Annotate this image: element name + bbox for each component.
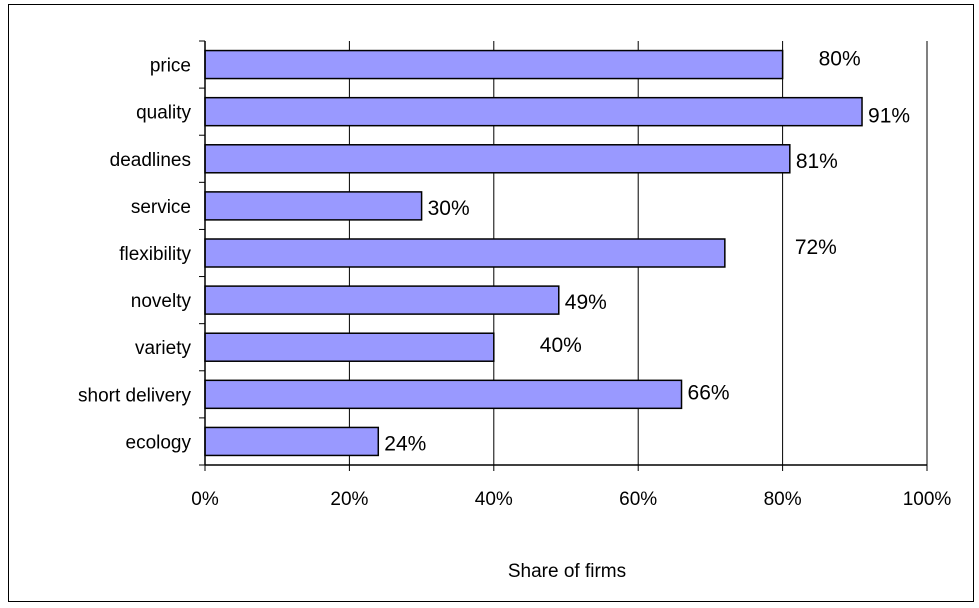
data-label: 30% [428, 197, 470, 220]
x-tick-label: 20% [330, 489, 368, 510]
bar [204, 426, 380, 457]
data-label: 66% [688, 381, 730, 404]
x-tick-label: 0% [191, 489, 219, 510]
labels: price 80% quality 91% deadlines 81% service 30%… [78, 48, 951, 510]
bar [204, 191, 423, 221]
category-label: deadlines [110, 150, 191, 171]
x-tick-label: 100% [903, 489, 952, 510]
data-label: 40% [540, 334, 582, 357]
bar [204, 285, 560, 315]
data-label: 81% [796, 150, 838, 173]
axes [199, 40, 928, 471]
category-label: ecology [126, 432, 192, 453]
category-label: flexibility [119, 244, 191, 265]
category-label: variety [135, 338, 191, 359]
bar [204, 96, 863, 127]
bar [204, 332, 495, 362]
x-tick-label: 40% [475, 489, 513, 510]
category-label: quality [136, 103, 191, 124]
bar [204, 49, 784, 80]
bar [204, 144, 791, 174]
data-label: 49% [565, 291, 607, 314]
data-label: 80% [819, 48, 861, 71]
data-label: 91% [868, 105, 910, 128]
category-label: price [150, 56, 191, 77]
category-label: service [131, 197, 191, 218]
category-label: short delivery [78, 385, 191, 406]
x-axis-title: Share of firms [508, 561, 626, 582]
bars [204, 49, 863, 457]
data-label: 24% [384, 432, 426, 455]
x-tick-label: 80% [764, 489, 802, 510]
x-tick-label: 60% [619, 489, 657, 510]
category-label: novelty [131, 291, 192, 312]
bar [204, 379, 683, 410]
chart-frame: price 80% quality 91% deadlines 81% service 30%… [8, 4, 974, 602]
bar [204, 238, 726, 268]
data-label: 72% [795, 236, 837, 259]
bar-chart: price 80% quality 91% deadlines 81% service 30%… [78, 40, 951, 582]
